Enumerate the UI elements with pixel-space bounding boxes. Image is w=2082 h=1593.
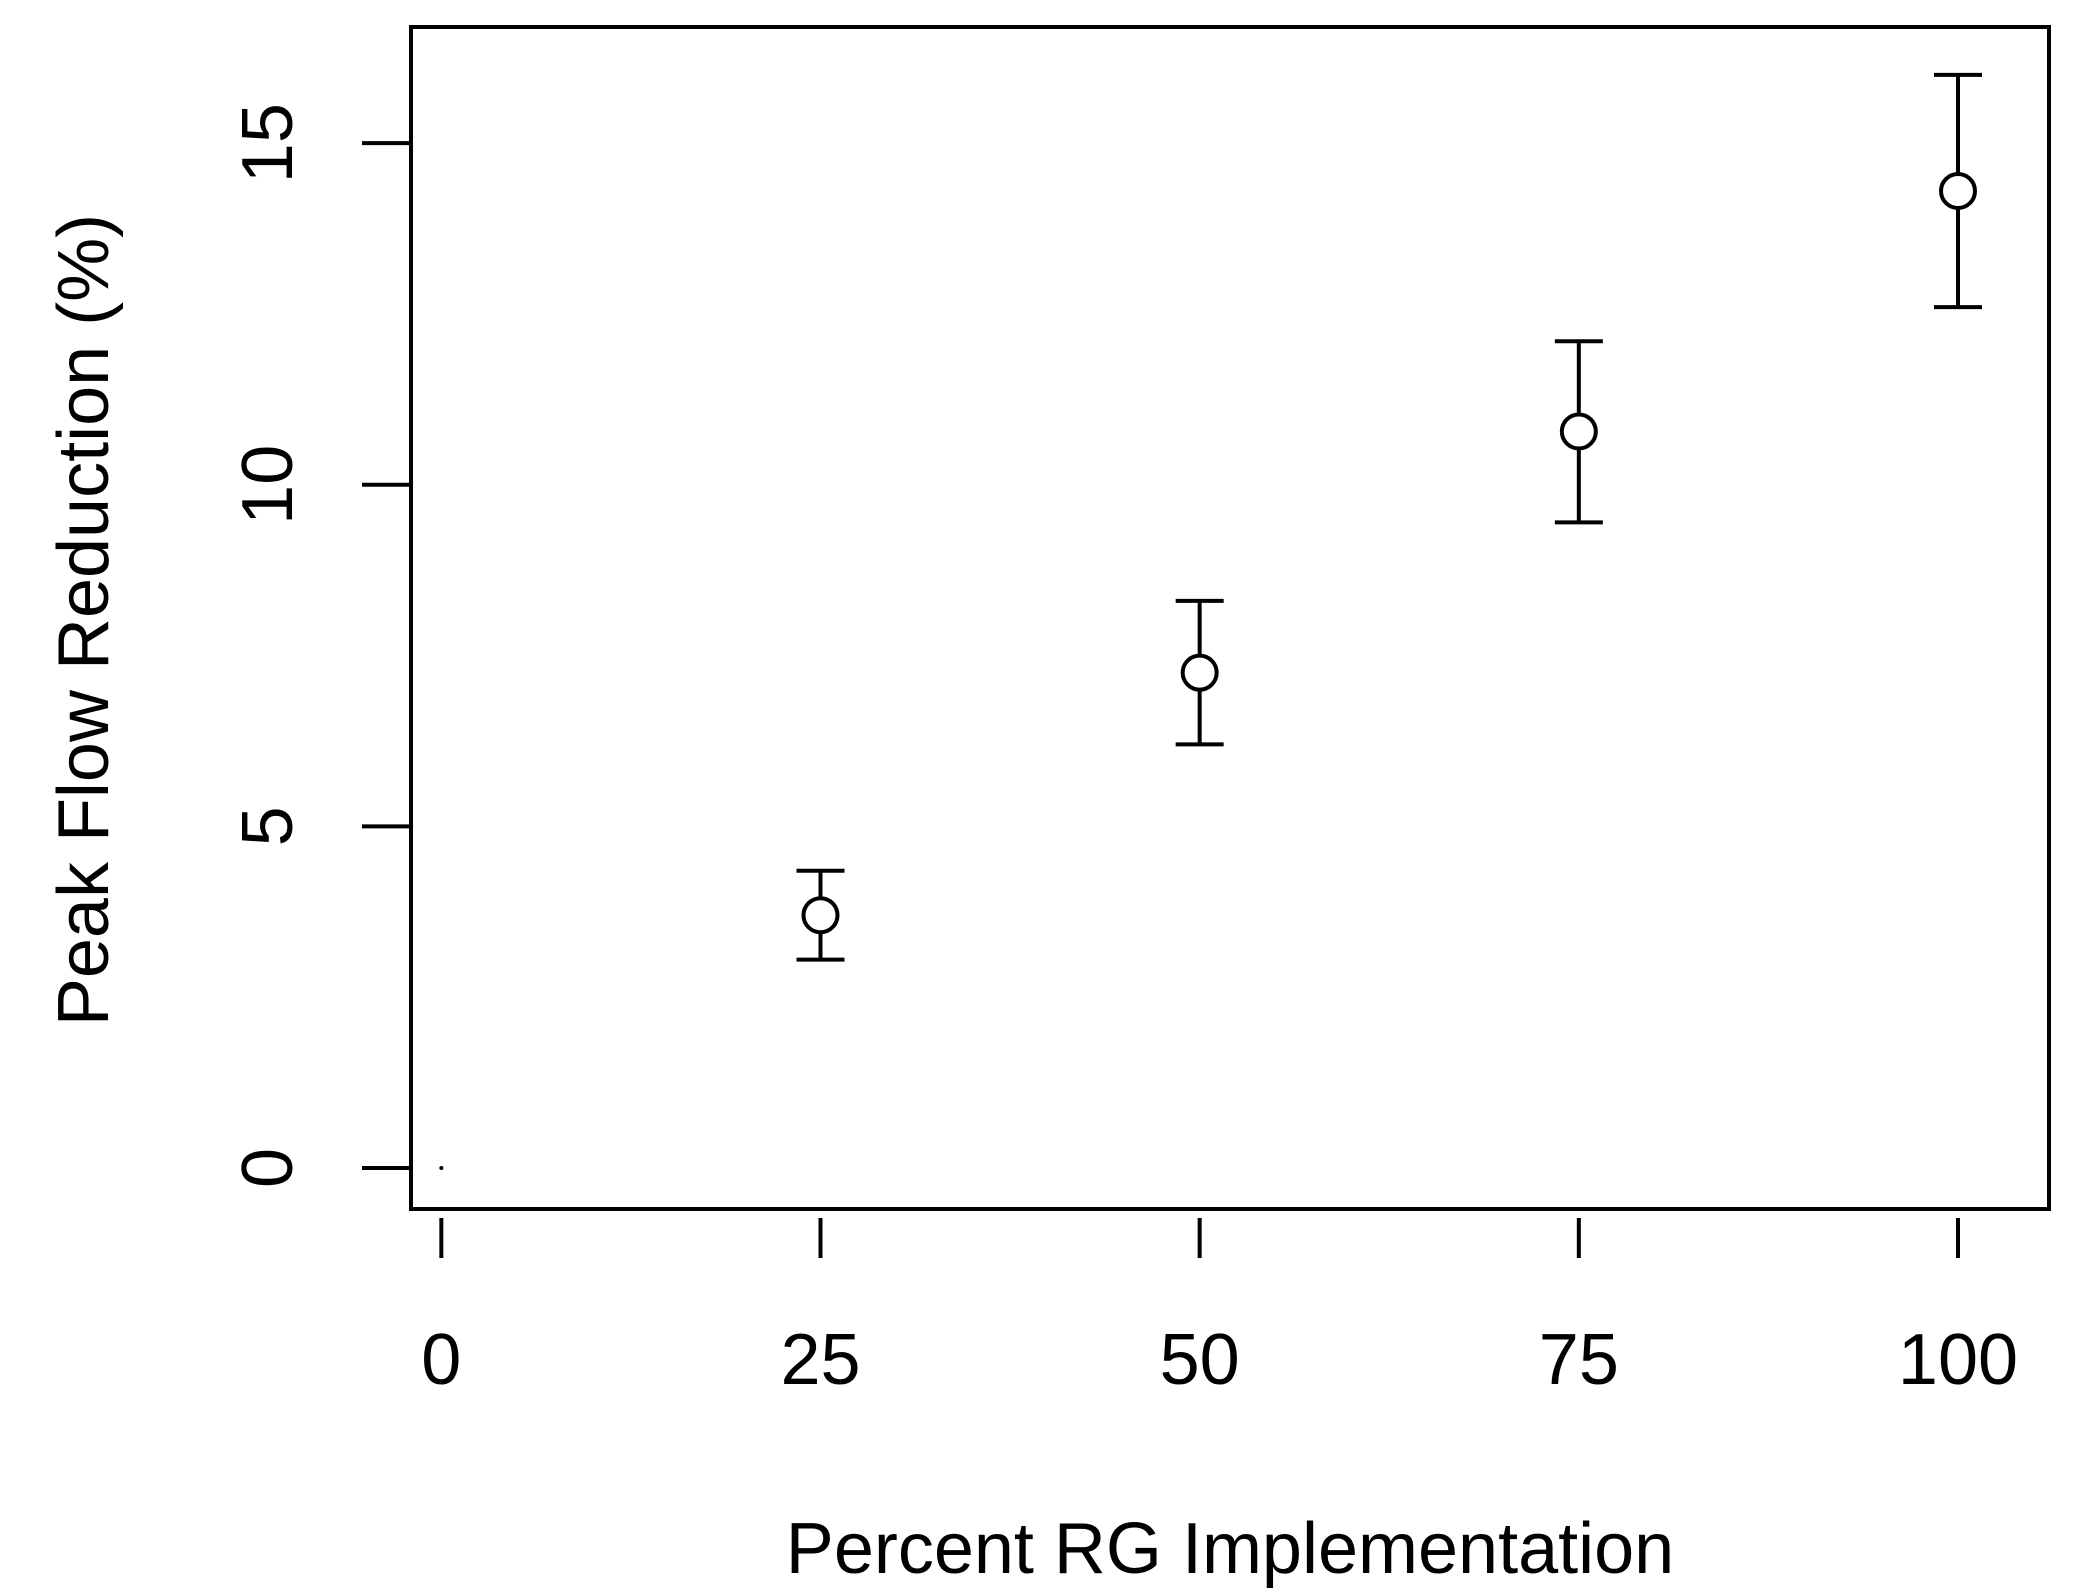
x-axis-title: Percent RG Implementation (786, 1509, 1674, 1589)
x-tick-label: 50 (1160, 1320, 1240, 1400)
data-point (1559, 412, 1598, 451)
x-tick-label: 75 (1539, 1320, 1619, 1400)
data-point (801, 896, 840, 935)
data-point (1180, 653, 1219, 692)
axes: 0 25 50 75 100 0 5 10 15 (228, 103, 2018, 1400)
y-tick-label: 10 (228, 445, 308, 525)
data-point (1939, 171, 1977, 210)
y-axis-title: Peak Flow Reduction (%) (44, 214, 124, 1026)
y-tick-label: 15 (228, 103, 308, 183)
plot-frame (409, 25, 2051, 1211)
data-point (439, 1166, 444, 1171)
y-tick-label: 5 (228, 806, 308, 846)
x-tick-label: 0 (421, 1320, 461, 1400)
data-marks (439, 72, 1982, 1171)
x-tick-label: 25 (780, 1320, 860, 1400)
x-tick-label: 100 (1898, 1320, 2018, 1400)
y-tick-label: 0 (228, 1148, 308, 1188)
